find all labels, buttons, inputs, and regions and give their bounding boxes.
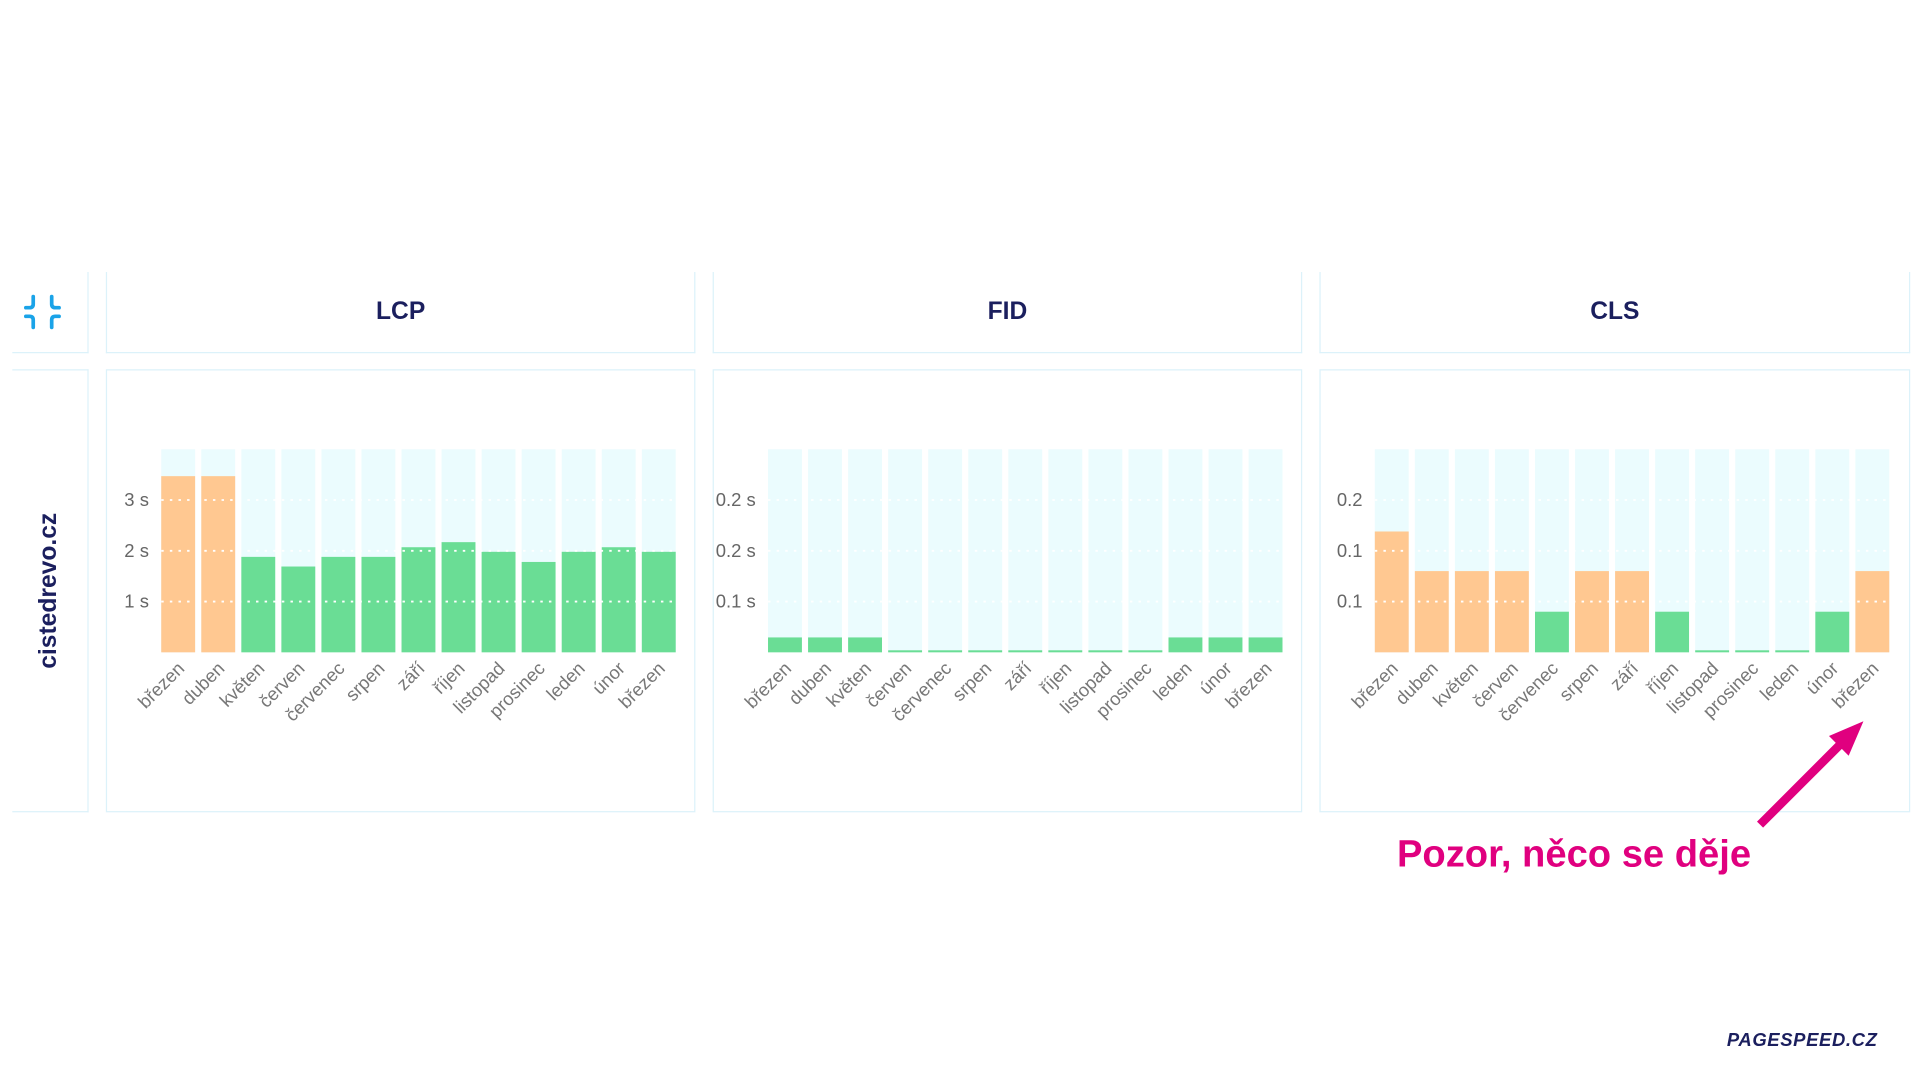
x-tick-label: září (999, 657, 1036, 694)
x-tick-label: srpen (341, 658, 388, 705)
header-cls: CLS (1319, 272, 1911, 354)
bar[interactable] (1695, 650, 1730, 653)
x-tick-label: březen (1347, 658, 1402, 713)
y-tick-label: 0.1 (1337, 591, 1363, 612)
bar[interactable] (361, 556, 396, 653)
x-tick-label: září (1606, 657, 1643, 694)
bar[interactable] (968, 650, 1003, 653)
y-tick-label: 3 s (124, 489, 149, 510)
bar[interactable] (1374, 531, 1409, 653)
compress-icon[interactable] (12, 272, 86, 351)
header-lcp: LCP (105, 272, 696, 354)
bar[interactable] (1494, 571, 1529, 653)
bar[interactable] (888, 650, 923, 653)
y-tick-label: 0.2 (1337, 489, 1363, 510)
bar[interactable] (1735, 650, 1770, 653)
bar[interactable] (1248, 637, 1283, 653)
bar-track (808, 449, 842, 653)
y-tick-label: 0.2 s (716, 540, 756, 561)
bar[interactable] (1008, 650, 1043, 653)
bar[interactable] (1128, 650, 1163, 653)
x-tick-label: březen (134, 658, 189, 713)
brand-logo: PAGESPEED.CZ (1726, 1030, 1878, 1052)
y-tick-label: 0.2 s (716, 489, 756, 510)
y-tick-label: 2 s (124, 540, 149, 561)
bar[interactable] (848, 637, 883, 653)
x-tick-label: září (392, 657, 429, 694)
bar[interactable] (281, 566, 316, 653)
bar-track (888, 449, 923, 653)
header-fid: FID (712, 272, 1303, 354)
y-tick-label: 0.1 (1337, 540, 1363, 561)
bar[interactable] (1575, 571, 1609, 653)
x-tick-label: leden (1756, 658, 1803, 705)
x-tick-label: leden (1149, 658, 1196, 705)
annotation-text: Pozor, něco se děje (1396, 832, 1752, 876)
bar[interactable] (1534, 611, 1569, 653)
x-tick-label: březen (1828, 658, 1883, 713)
bar[interactable] (321, 556, 356, 653)
bar-track (768, 449, 802, 653)
bar[interactable] (401, 547, 436, 653)
chart-fid: březen duben květen červen červenec srpen září… (712, 369, 1303, 813)
bar[interactable] (161, 476, 196, 653)
x-tick-label: březen (740, 658, 795, 713)
bar[interactable] (601, 547, 636, 653)
bar[interactable] (1414, 571, 1449, 653)
bar[interactable] (808, 637, 842, 653)
chart-lcp: březen duben květen červen červenec srpen září… (105, 369, 696, 813)
bar[interactable] (441, 542, 476, 653)
y-tick-label: 0.1 s (716, 591, 756, 612)
bar[interactable] (1615, 571, 1649, 653)
arrow-icon (1756, 721, 1864, 828)
bar[interactable] (1168, 637, 1203, 653)
chart-cls: březen duben květen červen červenec srpen září… (1319, 369, 1911, 813)
bar[interactable] (1815, 611, 1850, 653)
site-name: cistedrevo.cz (35, 512, 63, 669)
bar[interactable] (201, 476, 236, 653)
x-tick-label: srpen (1555, 658, 1602, 705)
bar[interactable] (521, 561, 556, 653)
icon-cell (12, 272, 89, 354)
bar[interactable] (1775, 650, 1810, 653)
bar[interactable] (768, 637, 802, 653)
x-tick-label: březen (1221, 658, 1276, 713)
x-tick-label: březen (614, 658, 669, 713)
bar[interactable] (1088, 650, 1123, 653)
bar[interactable] (1454, 571, 1489, 653)
x-tick-label: leden (542, 658, 589, 705)
bar[interactable] (241, 556, 276, 653)
x-tick-label: srpen (948, 658, 995, 705)
bar[interactable] (1208, 637, 1243, 653)
bar[interactable] (928, 650, 963, 653)
bar[interactable] (1855, 571, 1890, 653)
y-tick-label: 1 s (124, 591, 149, 612)
bar[interactable] (1048, 650, 1083, 653)
bar[interactable] (1655, 611, 1690, 653)
site-cell (12, 369, 89, 813)
